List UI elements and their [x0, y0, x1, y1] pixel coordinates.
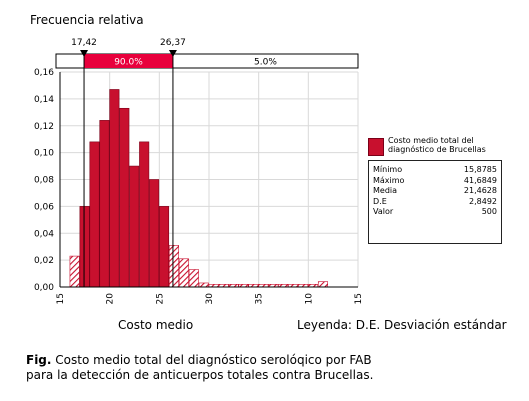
histogram-chart: 0,00 0,02 0,04 0,06 0,08 0,10 0,12 0,14 0,16 15 20…	[34, 38, 364, 304]
x-tick-label: 35	[255, 293, 265, 304]
stat-row: Máximo 41,6849	[369, 176, 501, 187]
stat-value: 500	[481, 207, 497, 216]
caption-line2: para la detección de anticuerpos totales…	[26, 368, 374, 382]
y-tick-label: 0,06	[34, 202, 54, 212]
histogram-bar	[178, 258, 189, 288]
y-tick-label: 0,04	[34, 229, 54, 239]
stat-row: Valor 500	[369, 207, 501, 218]
histogram-bar	[79, 206, 90, 288]
stat-row: Media 21,4628	[369, 186, 501, 197]
histogram-bar	[99, 120, 110, 288]
histogram-bar	[69, 255, 80, 288]
delimiter-marker	[80, 50, 89, 57]
histogram-bar	[168, 245, 179, 288]
bars	[69, 89, 328, 288]
band-right-label: 5.0%	[254, 58, 277, 68]
stat-label: Máximo	[373, 175, 405, 185]
x-tick-label: 15	[56, 293, 66, 304]
x-tick-label: 15	[354, 293, 364, 304]
stat-label: D.E	[373, 196, 387, 206]
histogram-bar	[129, 165, 140, 288]
stat-row: D.E 2,8492	[369, 197, 501, 208]
histogram-bar	[119, 107, 130, 288]
histogram-bar	[188, 269, 199, 288]
histogram-bar	[139, 141, 150, 288]
delimiter-label: 17,42	[71, 38, 97, 48]
y-tick-label: 0,00	[34, 283, 54, 293]
stat-label: Mínimo	[373, 165, 403, 174]
histogram-bar	[317, 281, 328, 288]
delimiter-label: 26,37	[160, 38, 186, 48]
histogram-bar	[159, 206, 170, 288]
stat-label: Media	[373, 186, 398, 195]
stats-legend: Mínimo 15,8785 Máximo 41,6849 Media 21,4628 D.…	[368, 160, 502, 244]
y-tick-label: 0,16	[34, 68, 54, 78]
stat-value: 41,6849	[463, 175, 497, 185]
delimiter-marker	[168, 50, 177, 57]
stat-row: Mínimo 15,8785	[369, 165, 501, 176]
stat-label: Valor	[373, 207, 394, 216]
y-tick-label: 0,02	[34, 256, 54, 266]
stat-value: 2,8492	[469, 196, 497, 206]
caption-prefix: Fig.	[26, 353, 52, 367]
x-tick-label: 25	[155, 293, 165, 304]
x-tick-label: 30	[205, 293, 215, 305]
histogram-bar	[198, 282, 209, 288]
stat-value: 15,8785	[463, 165, 497, 174]
legend-note: Leyenda: D.E. Desviación estándar	[297, 318, 507, 332]
axes: 0,00 0,02 0,04 0,06 0,08 0,10 0,12 0,14 0,16 15 20…	[34, 68, 364, 304]
histogram-bar	[149, 179, 160, 288]
x-tick-label: 20	[106, 293, 116, 305]
band-middle-fill	[84, 54, 173, 68]
legend-swatch	[368, 138, 384, 156]
delimiter-band: 90.0% 5.0% 17,42 26,37	[55, 38, 359, 287]
band-middle-label: 90.0%	[114, 58, 143, 68]
legend-series-label: Costo medio total del diagnóstico de Bru…	[388, 136, 486, 154]
y-tick-label: 0,14	[34, 95, 54, 105]
histogram-bar	[109, 89, 120, 288]
y-axis-title: Frecuencia relativa	[30, 13, 144, 27]
y-tick-label: 0,12	[34, 122, 54, 132]
x-axis-title: Costo medio	[118, 318, 194, 332]
stat-value: 21,4628	[463, 186, 497, 195]
y-tick-label: 0,08	[34, 176, 54, 186]
figure-caption: Fig. Costo medio total del diagnóstico s…	[26, 353, 373, 383]
y-tick-label: 0,10	[34, 149, 54, 159]
x-tick-label: 10	[304, 293, 314, 305]
caption-line1: Costo medio total del diagnóstico seroló…	[55, 353, 372, 367]
histogram-bar	[89, 141, 100, 288]
